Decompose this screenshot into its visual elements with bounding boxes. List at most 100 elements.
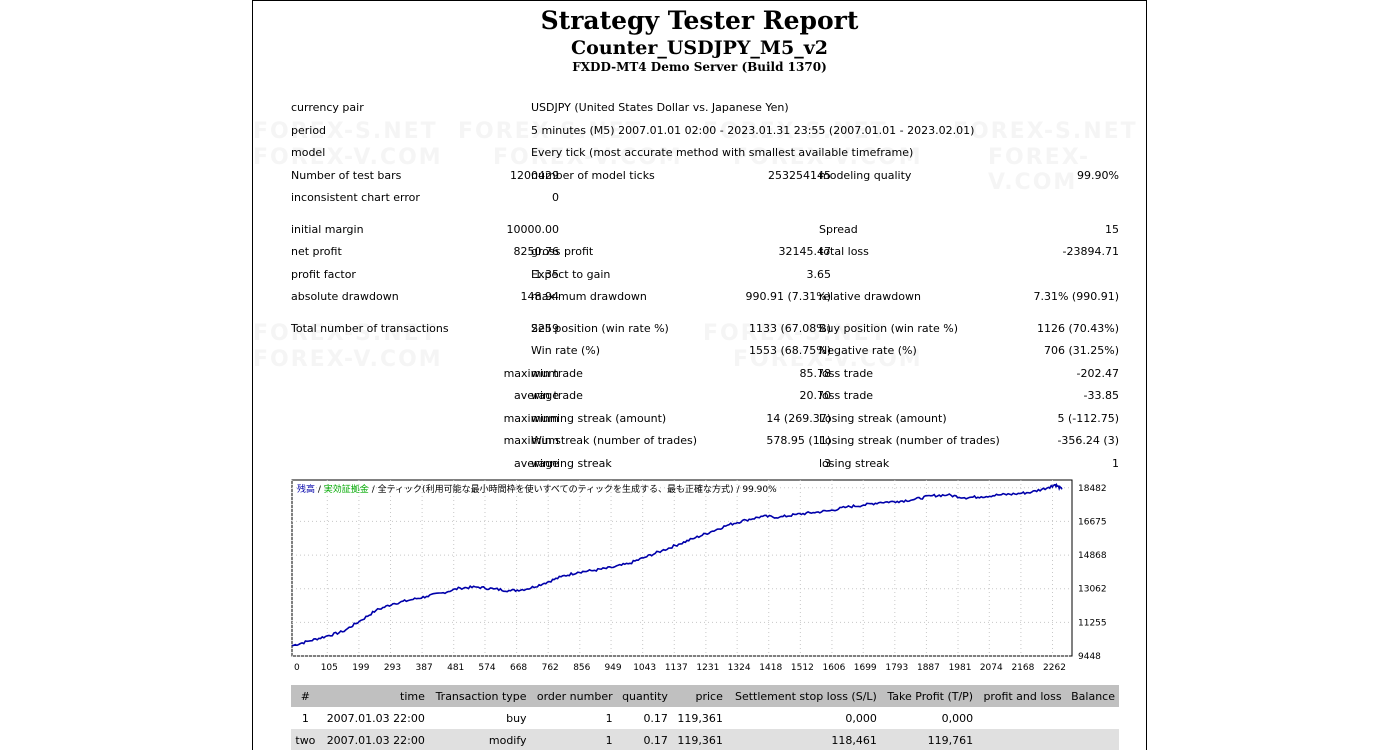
trades-header-cell: profit and loss	[977, 685, 1066, 707]
max-loss-value: -202.47	[1076, 366, 1119, 380]
row-inconsistent: inconsistent chart error 0	[291, 187, 1119, 210]
expect-value: 3.65	[806, 267, 832, 281]
row-avg-streak: average winning streak 3 losing streak 1	[291, 453, 1119, 476]
x-tick-label: 0	[294, 663, 300, 673]
buy-label: Buy position (win rate %)	[819, 321, 958, 335]
table-cell	[1066, 707, 1119, 729]
table-cell: buy	[506, 711, 527, 725]
avg-lstreak-value: 1	[1112, 456, 1119, 470]
legend-lots: 実効証拠金	[324, 483, 369, 495]
trades-body: 1 2007.01.03 22:00 buy 1 0.17 119,361 0,000 0,0…	[291, 707, 1119, 750]
trades-header-cell: time	[319, 685, 429, 707]
row-win-rate: Win rate (%) 1553 (68.75%) Negative rate…	[291, 340, 1119, 363]
model-label: model	[291, 146, 326, 159]
y-tick-label: 9448	[1078, 652, 1101, 662]
y-tick-label: 11255	[1078, 618, 1107, 628]
legend-model: 全ティック(利用可能な最小時間枠を使いすべてのティックを生成する、最も正確な方式…	[378, 483, 734, 495]
x-tick-label: 2074	[980, 663, 1003, 673]
trades-header-row: # time Transaction type order number quantit…	[291, 685, 1119, 707]
table-cell	[977, 729, 1066, 750]
table-row: two 2007.01.03 22:00 modify 1 0.17 119,361 118…	[291, 729, 1119, 750]
currency-pair-value: USDJPY (United States Dollar vs. Japanes…	[531, 101, 789, 114]
avg-win-value: 20.70	[799, 389, 832, 402]
x-tick-label: 2262	[1043, 663, 1066, 673]
total-tx-label: Total number of transactions	[291, 321, 449, 335]
report-page: Strategy Tester Report Counter_USDJPY_M5…	[252, 0, 1147, 750]
table-cell: 119,761	[880, 729, 978, 750]
x-tick-label: 199	[352, 663, 369, 673]
x-tick-label: 1324	[728, 663, 751, 673]
y-tick-label: 16675	[1078, 517, 1107, 527]
test-bars-value: 1200429	[510, 168, 559, 182]
x-tick-label: 2168	[1011, 663, 1034, 673]
x-tick-label: 293	[384, 663, 401, 673]
spread-value: 15	[1105, 222, 1119, 236]
row-currency-pair: currency pair USDJPY (United States Doll…	[291, 97, 1119, 120]
currency-pair-label: currency pair	[291, 101, 364, 114]
table-cell: modify	[428, 729, 531, 750]
maximum-label: maximum	[503, 366, 559, 380]
profit-factor-label: profit factor	[291, 267, 356, 281]
max-wstreak-amt-value: 14 (269.37)	[766, 411, 831, 425]
row-model: model Every tick (most accurate method w…	[291, 142, 1119, 165]
table-cell: 119,361	[671, 729, 727, 750]
trades-header-cell: #	[291, 685, 320, 707]
table-cell: 0.17	[643, 711, 668, 725]
max-lstreak-n-value: -356.24 (3)	[1057, 434, 1119, 447]
net-profit-label: net profit	[291, 245, 342, 258]
max-loss-label: loss trade	[819, 366, 874, 380]
x-tick-label: 1137	[665, 663, 688, 673]
spread-label: Spread	[819, 222, 858, 236]
balance-chart-svg: 18482 16675 14868 13062 11255 9448 0 105 199 293…	[291, 479, 1107, 673]
max-lstreak-n-label: Losing streak (number of trades)	[819, 434, 1000, 447]
table-cell: 118,461	[726, 729, 881, 750]
trades-header-cell: price	[671, 685, 727, 707]
x-tick-label: 105	[321, 663, 338, 673]
x-tick-label: 1043	[633, 663, 656, 673]
neg-rate-value: 706 (31.25%)	[1043, 344, 1119, 357]
x-tick-label: 762	[542, 663, 559, 673]
initial-margin-value: 10000.00	[506, 222, 560, 236]
table-cell: 2007.01.03 22:00	[326, 711, 425, 725]
y-tick-label: 13062	[1078, 585, 1107, 595]
trades-header-cell: Settlement stop loss (S/L)	[726, 685, 881, 707]
x-tick-label: 1699	[854, 663, 877, 673]
row-max-trade: maximum win trade 85.78 loss trade -202.…	[291, 363, 1119, 386]
trades-header-cell: Balance	[1065, 685, 1119, 707]
legend-balance: 残高	[297, 483, 315, 495]
table-cell: two	[291, 729, 320, 750]
table-cell	[1065, 729, 1119, 750]
model-ticks-value: 253254145	[768, 168, 831, 182]
trades-header-cell: quantity	[616, 685, 672, 707]
trades-header-cell: order number	[530, 685, 617, 707]
row-test-bars: Number of test bars 1200429 number of mo…	[291, 165, 1119, 188]
ea-name: Counter_USDJPY_M5_v2	[571, 37, 828, 59]
table-cell: 2007.01.03 22:00	[319, 729, 429, 750]
chart-x-ticks: 0 105 199 293 387 481 574 668 762 856 949 1043 1137 1…	[294, 663, 1066, 673]
max-win-label: win trade	[531, 366, 583, 380]
row-max-streak-count: maximum Win streak (number of trades) 57…	[291, 430, 1119, 453]
x-tick-label: 1981	[949, 663, 972, 673]
avg-loss-label: loss trade	[819, 389, 874, 402]
table-cell: 1	[301, 711, 309, 725]
max-wstreak-n-label: Win streak (number of trades)	[531, 434, 698, 447]
row-avg-trade: average win trade 20.70 loss trade -33.8…	[291, 385, 1119, 408]
sell-label: Sell position (win rate %)	[531, 321, 669, 335]
total-loss-label: total loss	[819, 245, 869, 258]
x-tick-label: 668	[510, 663, 527, 673]
x-tick-label: 949	[604, 663, 621, 673]
max-win-value: 85.78	[799, 366, 832, 380]
x-tick-label: 1231	[696, 663, 719, 673]
profit-factor-value: 1.35	[534, 267, 560, 281]
abs-dd-value: 148.94	[520, 290, 560, 303]
x-tick-label: 574	[478, 663, 495, 673]
summary-table: currency pair USDJPY (United States Doll…	[291, 97, 1119, 475]
rel-dd-value: 7.31% (990.91)	[1033, 290, 1119, 303]
row-period: period 5 minutes (M5) 2007.01.01 02:00 -…	[291, 120, 1119, 143]
period-value: 5 minutes (M5) 2007.01.01 02:00 - 2023.0…	[531, 123, 975, 137]
max-lstreak-amt-label: Losing streak (amount)	[819, 411, 947, 425]
y-tick-label: 18482	[1078, 484, 1107, 494]
initial-margin-label: initial margin	[291, 222, 364, 236]
chart-frame	[291, 479, 1073, 657]
x-tick-label: 387	[416, 663, 433, 673]
